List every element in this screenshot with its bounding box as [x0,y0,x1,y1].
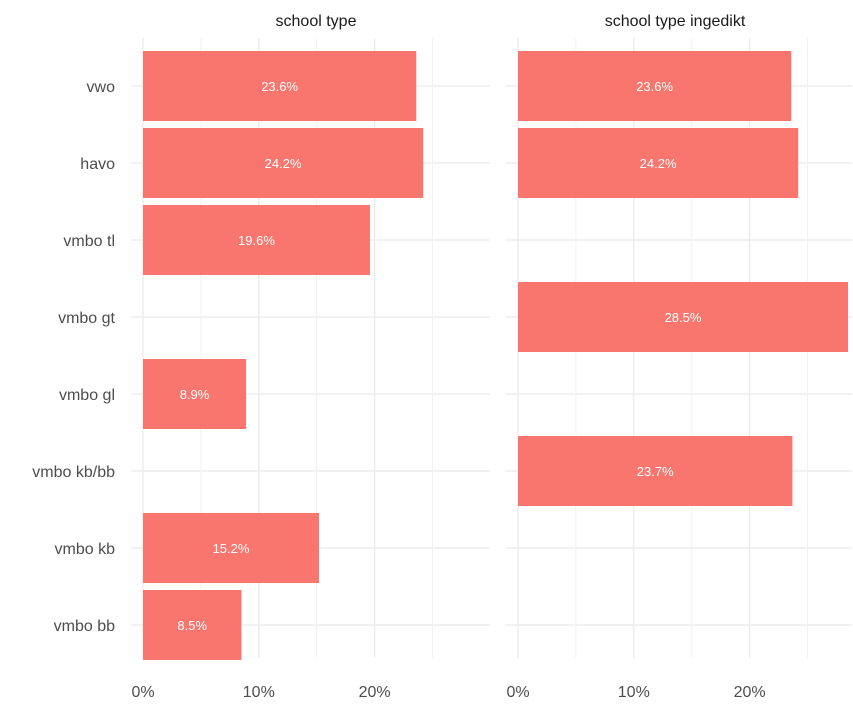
panel-title: school type ingedikt [605,13,746,30]
bar [143,590,242,660]
category-label: vwo [87,79,116,96]
bar [143,205,370,275]
bar [518,282,848,352]
category-label: vmbo tl [63,233,115,250]
bar-value-label: 15.2% [213,541,250,556]
x-tick-label: 10% [618,684,650,701]
panel-title: school type [276,13,357,30]
bar-value-label: 24.2% [640,156,677,171]
bar [518,436,793,506]
x-tick-label: 20% [359,684,391,701]
bar-value-label: 24.2% [265,156,302,171]
category-label: vmbo kb/bb [32,464,115,481]
category-label: vmbo bb [54,618,115,635]
bar-value-label: 8.9% [180,387,210,402]
x-tick-label: 20% [734,684,766,701]
bar [518,51,792,121]
bar [143,513,319,583]
x-tick-label: 10% [243,684,275,701]
bar [143,128,424,198]
x-tick-label: 0% [506,684,529,701]
bar [143,359,247,429]
bar [518,128,799,198]
x-tick-label: 0% [131,684,154,701]
category-label: havo [80,156,115,173]
bar-value-label: 23.6% [261,79,298,94]
bar-value-label: 23.7% [637,464,674,479]
bar-value-label: 8.5% [177,618,207,633]
category-label: vmbo gl [59,387,115,404]
bar-value-label: 23.6% [636,79,673,94]
bar-value-label: 19.6% [238,233,275,248]
category-label: vmbo kb [55,541,116,558]
category-label: vmbo gt [58,310,115,327]
bar [143,51,417,121]
bar-value-label: 28.5% [665,310,702,325]
